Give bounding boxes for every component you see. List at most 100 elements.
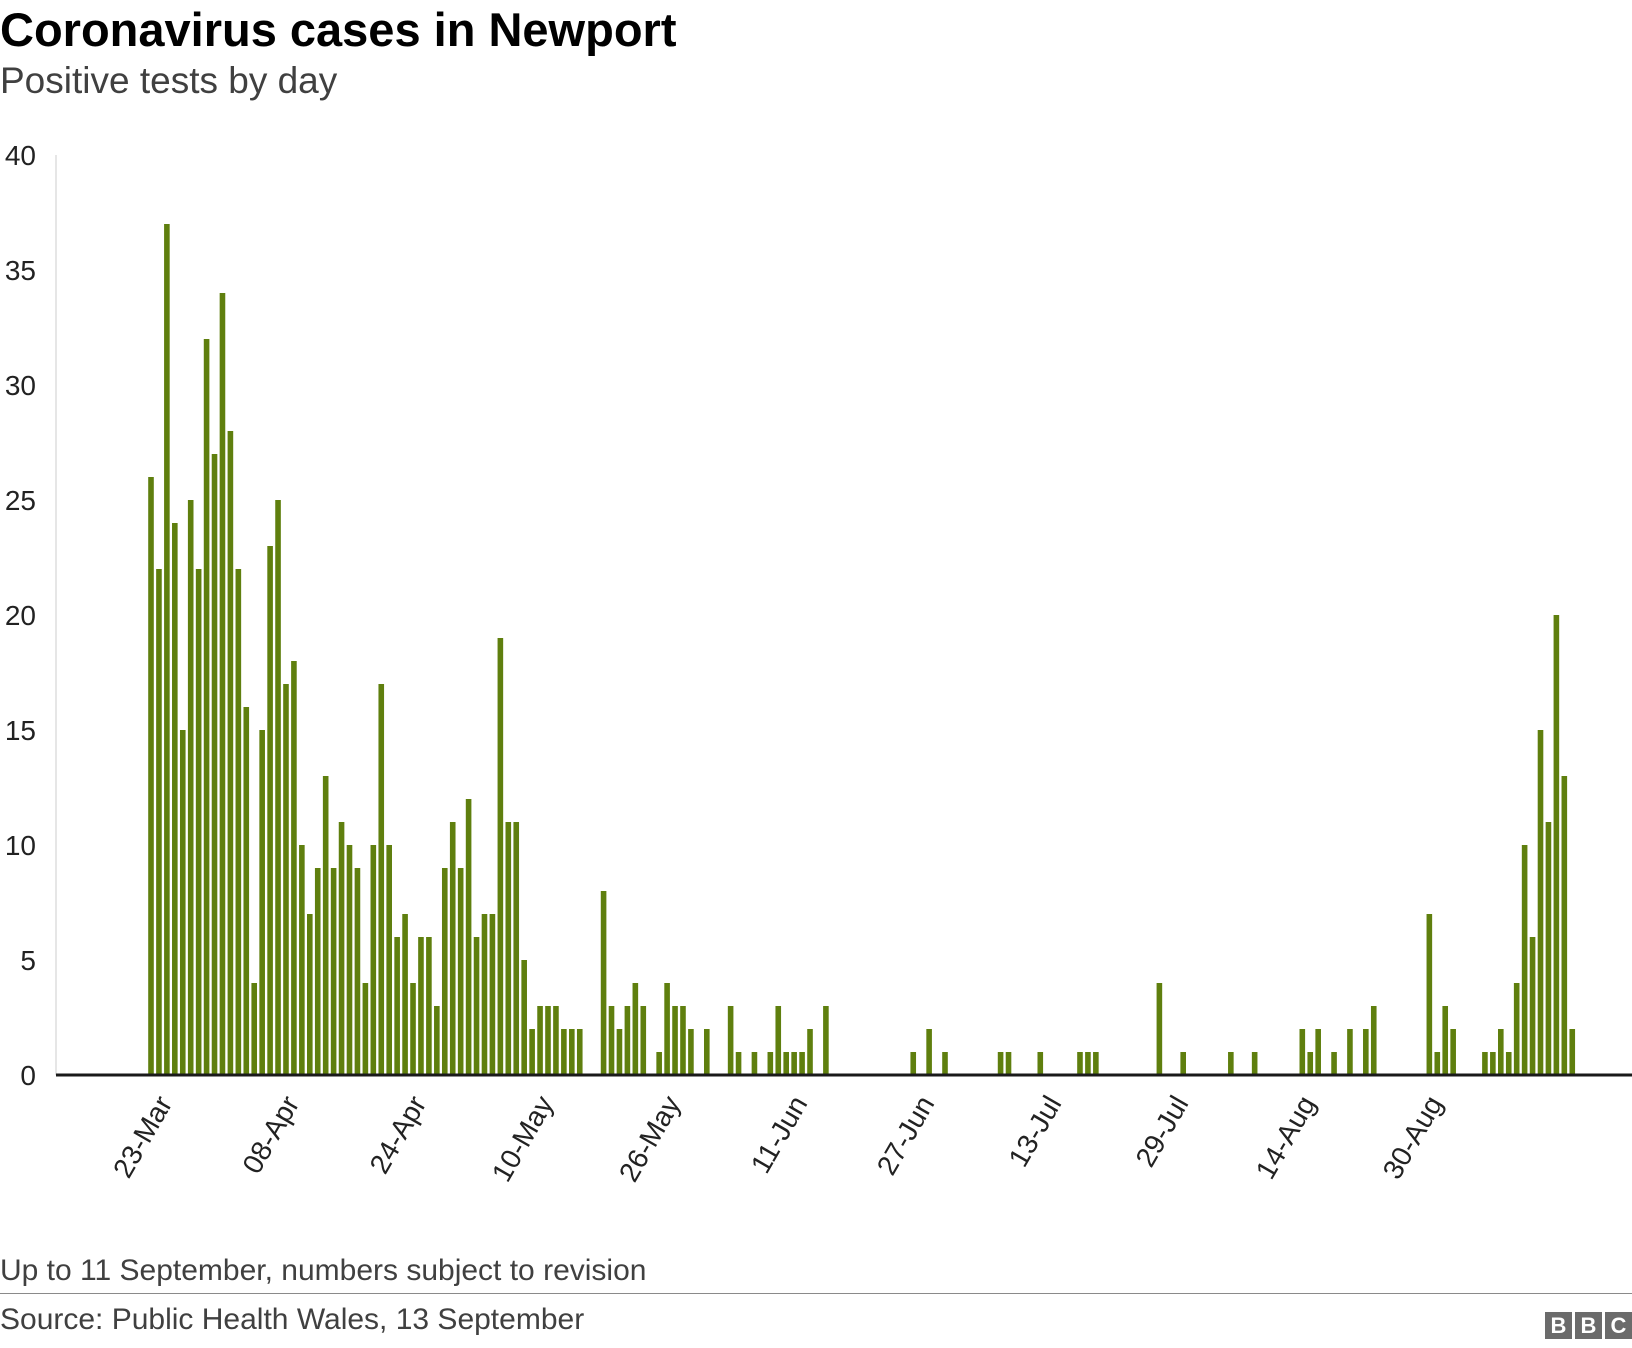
x-tick-label: 29-Jul [1130, 1091, 1195, 1173]
bar [823, 1006, 829, 1075]
bar [608, 1006, 615, 1075]
bar [1037, 1052, 1044, 1075]
bar [775, 1006, 782, 1075]
bar [1482, 1052, 1488, 1075]
bar [942, 1052, 948, 1075]
bars [148, 224, 1576, 1075]
bar [394, 937, 400, 1075]
bar [227, 431, 234, 1075]
bar-chart: 0 5 10 15 20 25 30 35 40 23-Mar 08-Apr 24-Apr 10-Ma… [5, 140, 1632, 1187]
bar [283, 684, 289, 1075]
chart-title: Coronavirus cases in Newport [0, 3, 677, 56]
bar [1537, 730, 1544, 1075]
bar [1505, 1052, 1512, 1075]
bar [291, 661, 297, 1075]
bar [505, 822, 512, 1075]
bar [1370, 1006, 1377, 1075]
y-tick-label: 35 [5, 255, 36, 286]
bar [251, 983, 258, 1075]
bar [1307, 1052, 1314, 1075]
bar [1513, 983, 1520, 1075]
bar [624, 1006, 631, 1075]
y-tick-label: 5 [20, 945, 36, 976]
bar [322, 776, 329, 1075]
bar [497, 638, 504, 1075]
bar [569, 1029, 575, 1075]
chart-subtitle: Positive tests by day [0, 60, 338, 101]
bar [473, 937, 480, 1075]
bar [1363, 1029, 1369, 1075]
bar [1299, 1029, 1306, 1075]
bar [1093, 1052, 1099, 1075]
y-tick-label: 40 [5, 140, 36, 171]
bar [1085, 1052, 1091, 1075]
bar [1521, 845, 1528, 1075]
bbc-logo: B B C [1545, 1312, 1632, 1339]
bar [656, 1052, 662, 1075]
bar [195, 569, 202, 1075]
bar [807, 1029, 813, 1075]
bar [735, 1052, 742, 1075]
bar [267, 546, 273, 1075]
bar [481, 914, 488, 1075]
bar [402, 914, 408, 1075]
bar [1077, 1052, 1083, 1075]
bar [1426, 914, 1433, 1075]
bar [1450, 1029, 1456, 1075]
bar [576, 1029, 583, 1075]
y-tick-label: 0 [20, 1060, 36, 1091]
y-tick-label: 10 [5, 830, 36, 861]
bar [362, 983, 369, 1075]
bar [1490, 1052, 1496, 1075]
bar [410, 983, 416, 1075]
logo-letter: B [1545, 1312, 1572, 1339]
divider [0, 1293, 1632, 1294]
x-tick-label: 27-Jun [871, 1091, 941, 1181]
bar [783, 1052, 789, 1075]
bar [1434, 1052, 1441, 1075]
bar [1156, 983, 1163, 1075]
bar [219, 293, 226, 1075]
bar [521, 960, 527, 1075]
bar [751, 1052, 758, 1075]
bar [1529, 937, 1536, 1075]
bar [672, 1006, 678, 1075]
bar [370, 845, 377, 1075]
bar [1498, 1029, 1504, 1075]
bar [910, 1052, 917, 1075]
footnote: Up to 11 September, numbers subject to r… [0, 1254, 647, 1287]
bar [561, 1029, 567, 1075]
bar [1561, 776, 1568, 1075]
bar [1442, 1006, 1449, 1075]
bar [600, 891, 607, 1075]
bar [259, 730, 265, 1075]
y-tick-label: 15 [5, 715, 36, 746]
bar [243, 707, 250, 1075]
logo-letter: B [1575, 1312, 1602, 1339]
bar [441, 868, 448, 1075]
bar [767, 1052, 774, 1075]
bar [799, 1052, 805, 1075]
bar [354, 868, 361, 1075]
source-note: Source: Public Health Wales, 13 Septembe… [0, 1303, 585, 1336]
bar [1251, 1052, 1258, 1075]
bar [1315, 1029, 1321, 1075]
bar [640, 1006, 647, 1075]
bar [434, 1006, 440, 1075]
y-tick-label: 20 [5, 600, 36, 631]
bar [314, 868, 321, 1075]
bar [1553, 615, 1560, 1075]
bar [1228, 1052, 1234, 1075]
bar [688, 1029, 694, 1075]
bar [426, 937, 432, 1075]
bar [346, 845, 353, 1075]
x-tick-label: 13-Jul [1003, 1091, 1068, 1173]
x-tick-label: 08-Apr [236, 1091, 305, 1179]
x-tick-label: 24-Apr [363, 1091, 432, 1179]
bar [156, 569, 162, 1075]
bar [664, 983, 670, 1075]
x-tick-label: 26-May [613, 1091, 687, 1187]
bar [529, 1029, 535, 1075]
x-tick-label: 11-Jun [745, 1091, 814, 1179]
bar [1180, 1052, 1186, 1075]
